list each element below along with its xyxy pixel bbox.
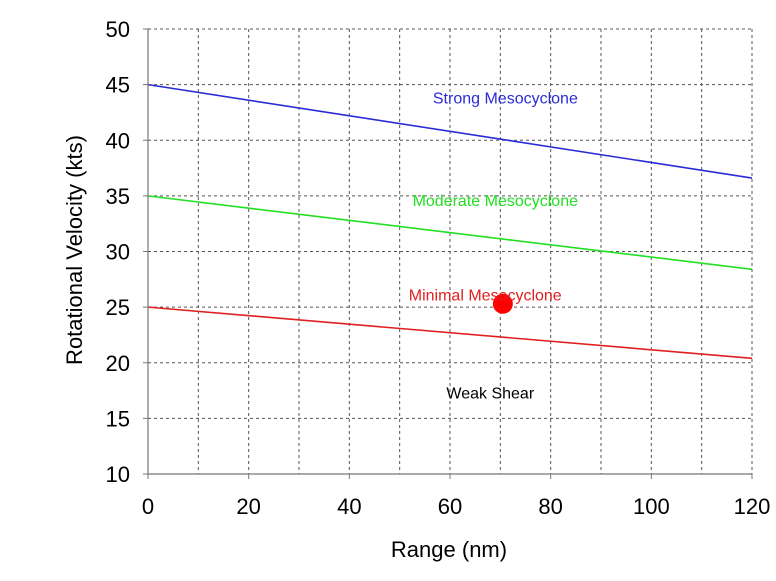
y-tick-label: 50 [106, 17, 130, 42]
annotation-label-0: Weak Shear [446, 385, 534, 402]
x-tick-label: 80 [538, 494, 562, 519]
series-label-2: Minimal Mesocyclone [409, 287, 562, 304]
series-line-0 [147, 83, 753, 179]
series-label-1: Moderate Mesocyclone [413, 193, 579, 210]
y-axis-ticks: 10 15 20 25 30 35 40 45 50 [106, 17, 148, 487]
x-tick-label: 100 [633, 494, 670, 519]
y-tick-label: 10 [106, 462, 130, 487]
x-tick-label: 40 [337, 494, 361, 519]
data-point-0 [492, 293, 513, 314]
series-line-2 [147, 306, 753, 360]
series-labels: Strong Mesocyclone Moderate Mesocyclone Mi… [409, 91, 578, 403]
x-tick-label: 120 [734, 494, 771, 519]
x-tick-label: 0 [142, 494, 154, 519]
x-axis-ticks: 0 20 40 60 80 100 120 [142, 474, 770, 519]
y-tick-label: 35 [106, 184, 130, 209]
series-lines [147, 83, 753, 360]
grid [148, 29, 752, 474]
data-points [492, 293, 513, 314]
x-tick-label: 20 [236, 494, 260, 519]
y-tick-label: 45 [106, 73, 130, 98]
series-line-1 [147, 195, 753, 271]
y-tick-label: 40 [106, 128, 130, 153]
y-tick-label: 30 [106, 240, 130, 265]
y-tick-label: 15 [106, 406, 130, 431]
y-tick-label: 25 [106, 295, 130, 320]
series-label-0: Strong Mesocyclone [433, 91, 578, 108]
x-axis-label: Range (nm) [391, 537, 507, 562]
y-tick-label: 20 [106, 351, 130, 376]
x-tick-label: 60 [438, 494, 462, 519]
y-axis-label: Rotational Velocity (kts) [62, 135, 87, 365]
